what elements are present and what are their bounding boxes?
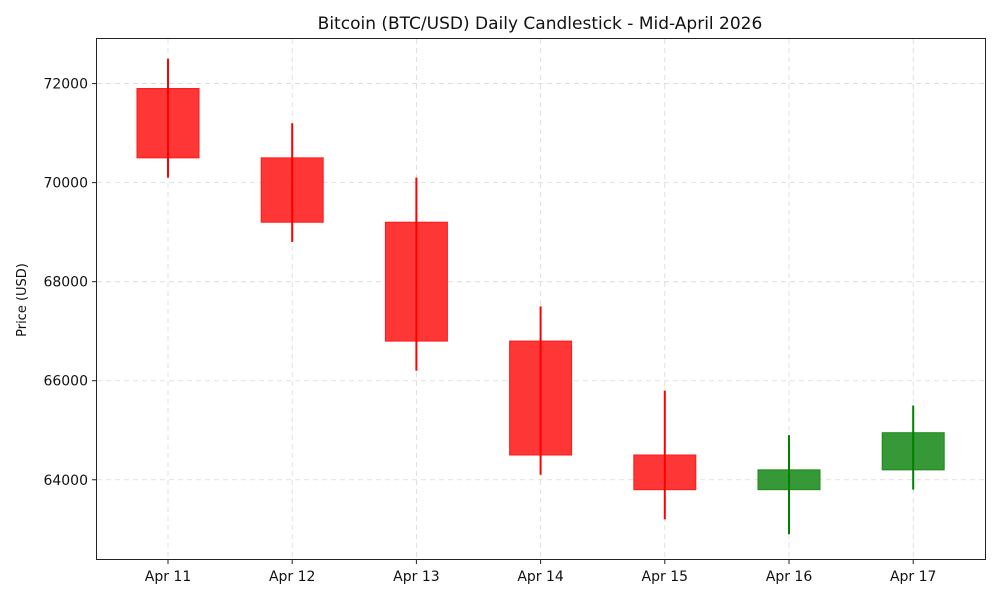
x-tick-label: Apr 17 bbox=[890, 569, 936, 585]
y-axis-ticks: 64000 66000 68000 70000 72000 bbox=[43, 77, 97, 489]
grid-lines bbox=[97, 39, 985, 559]
x-tick-label: Apr 16 bbox=[766, 569, 813, 585]
candle-apr-11 bbox=[136, 58, 200, 178]
x-axis-ticks: Apr 11 Apr 12 Apr 13 Apr 14 Apr 15 Apr 16 Apr … bbox=[145, 559, 936, 585]
y-tick-label: 72000 bbox=[43, 77, 88, 93]
candle-apr-14 bbox=[509, 306, 573, 475]
y-tick-label: 68000 bbox=[43, 275, 88, 291]
candle-apr-17 bbox=[881, 405, 945, 490]
plot-frame bbox=[96, 38, 986, 560]
candle-apr-16 bbox=[757, 435, 821, 535]
candle-apr-13 bbox=[384, 177, 448, 371]
chart-title: Bitcoin (BTC/USD) Daily Candlestick - Mi… bbox=[318, 14, 763, 34]
x-tick-label: Apr 12 bbox=[269, 569, 315, 585]
y-axis-label: Price (USD) bbox=[15, 263, 30, 337]
y-tick-label: 70000 bbox=[43, 176, 88, 192]
candle-apr-12 bbox=[260, 123, 324, 243]
x-tick-label: Apr 13 bbox=[393, 569, 439, 585]
candle-apr-15 bbox=[633, 390, 697, 520]
x-tick-label: Apr 11 bbox=[145, 569, 191, 585]
y-tick-label: 64000 bbox=[43, 473, 88, 489]
candles bbox=[136, 58, 945, 535]
y-tick-label: 66000 bbox=[43, 374, 88, 390]
x-tick-label: Apr 15 bbox=[642, 569, 688, 585]
x-tick-label: Apr 14 bbox=[517, 569, 564, 585]
